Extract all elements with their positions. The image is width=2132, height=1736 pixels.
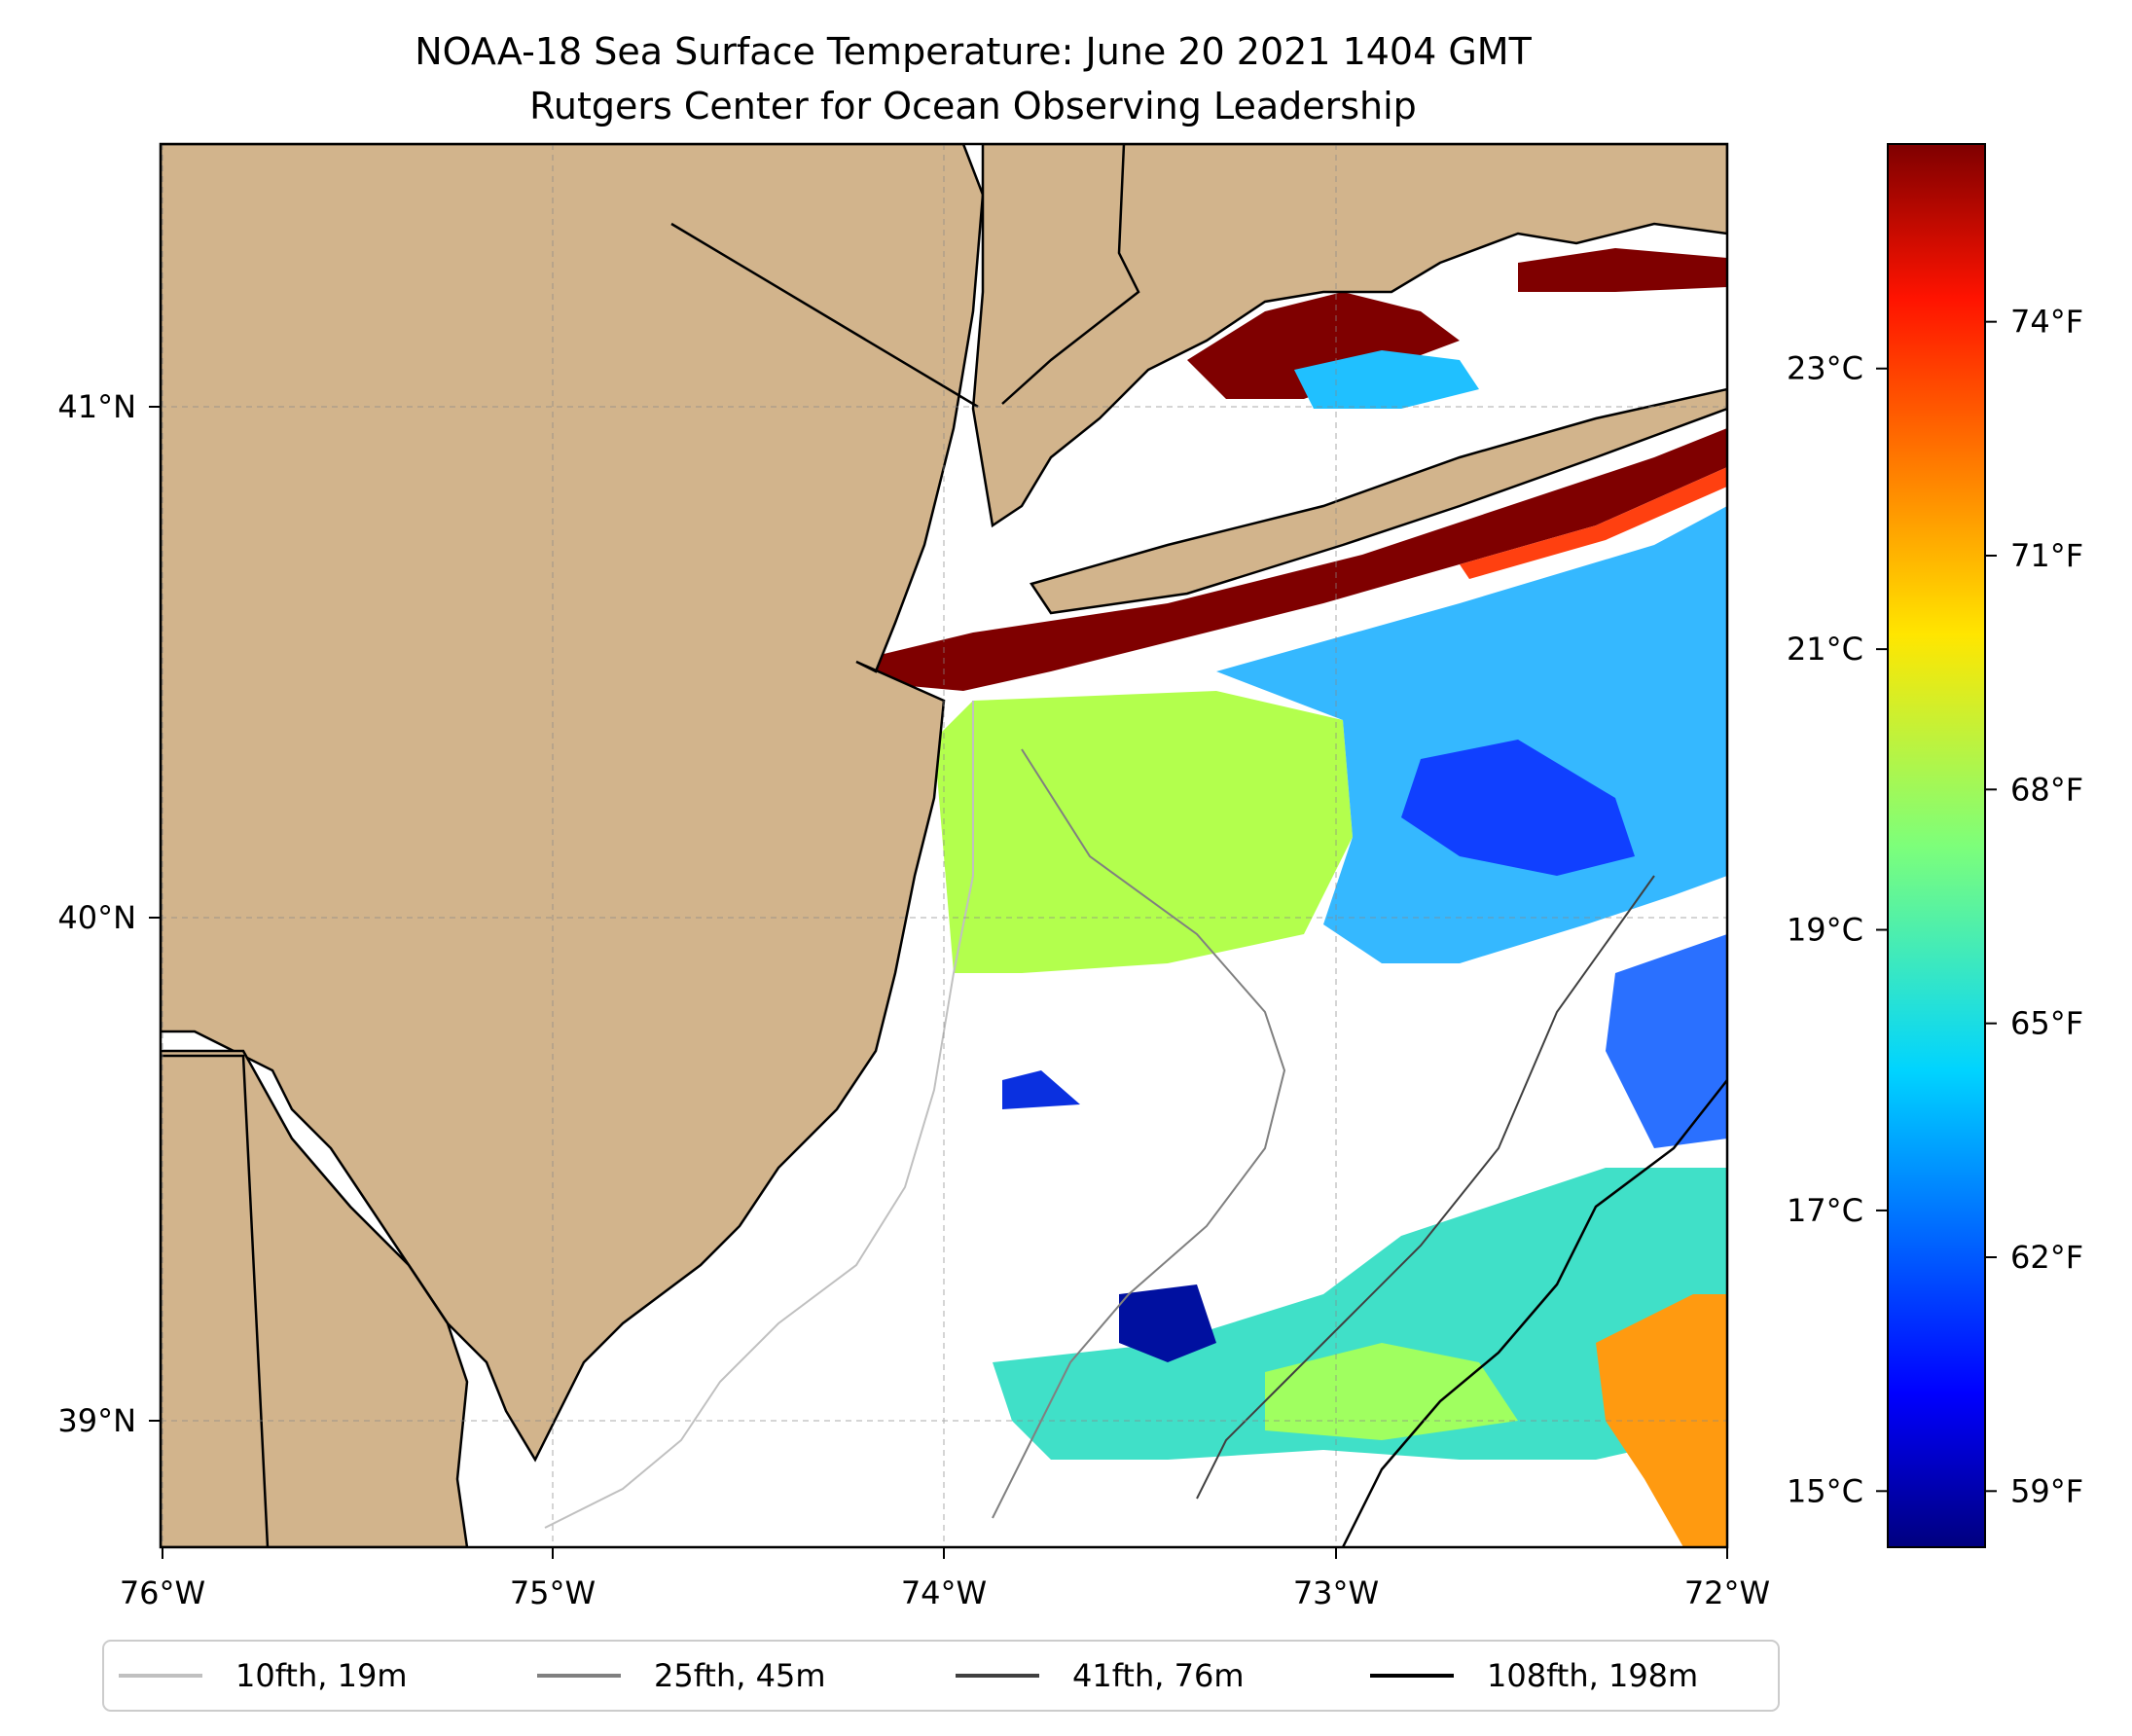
colorbar-fahrenheit-label: 65°F xyxy=(2010,1005,2083,1042)
legend-label-108fth: 108fth, 198m xyxy=(1487,1657,1698,1694)
y-tick-label: 39°N xyxy=(57,1402,136,1439)
land-delaware xyxy=(161,1049,469,1547)
x-tick-label: 74°W xyxy=(901,1574,987,1611)
colorbar-celsius-label: 23°C xyxy=(1787,350,1863,387)
x-tick-label: 76°W xyxy=(120,1574,205,1611)
land-new-york-connecticut xyxy=(971,144,1727,528)
sst-southern-band xyxy=(993,1168,1727,1460)
bathymetry-contours xyxy=(544,701,1727,1547)
colorbar-fahrenheit-label: 62°F xyxy=(2010,1239,2083,1276)
x-tick-label: 73°W xyxy=(1293,1574,1379,1611)
sst-cold-spot-south xyxy=(1119,1284,1216,1362)
gridlines xyxy=(161,144,1727,1547)
colorbar: 23°C 21°C 19°C 17°C 15°C 74°F 71°F 68°F 65°F 62°… xyxy=(1787,143,2083,1548)
contour-108fth xyxy=(1341,1079,1727,1547)
contour-25fth xyxy=(992,748,1286,1519)
y-tick-label: 40°N xyxy=(57,899,136,936)
state-borders xyxy=(161,144,1140,1547)
land xyxy=(161,144,1727,1547)
legend-label-10fth: 10fth, 19m xyxy=(235,1657,407,1694)
colorbar-celsius-axis: 23°C 21°C 19°C 17°C 15°C xyxy=(1787,350,1888,1509)
sst-sound-cool xyxy=(1294,350,1479,409)
legend-label-25fth: 25fth, 45m xyxy=(654,1657,825,1694)
map-panel xyxy=(161,144,1727,1547)
colorbar-fahrenheit-label: 74°F xyxy=(2010,304,2083,341)
colorbar-celsius-label: 19°C xyxy=(1787,912,1863,949)
legend-label-41fth: 41fth, 76m xyxy=(1072,1657,1244,1694)
legend-frame xyxy=(102,1640,1780,1712)
land-new-jersey-pennsylvania xyxy=(161,144,985,1463)
sst-sound-east-warm xyxy=(1518,248,1727,292)
sst-warm-nearshore xyxy=(851,428,1727,691)
y-tick-labels: 41°N 40°N 39°N xyxy=(57,388,136,1439)
x-tick-label: 72°W xyxy=(1684,1574,1770,1611)
sst-east-blue xyxy=(1606,934,1727,1148)
colorbar-fahrenheit-label: 71°F xyxy=(2010,537,2083,574)
sst-cold-spot-mid xyxy=(1002,1070,1080,1109)
colorbar-celsius-label: 21°C xyxy=(1787,631,1863,668)
x-tick-label: 75°W xyxy=(510,1574,596,1611)
sst-offshore-cold-patch xyxy=(1401,740,1635,876)
colorbar-celsius-label: 15°C xyxy=(1787,1472,1863,1509)
chart-title-line2: Rutgers Center for Ocean Observing Leade… xyxy=(529,85,1417,127)
axis-ticks xyxy=(149,406,1728,1559)
sst-inner-shelf-warm xyxy=(934,691,1353,973)
sst-sound-warm xyxy=(1187,292,1460,399)
colorbar-fahrenheit-axis: 74°F 71°F 68°F 65°F 62°F 59°F xyxy=(1985,304,2083,1509)
contour-41fth xyxy=(1196,875,1655,1500)
border-delaware-river xyxy=(161,1054,270,1547)
chart-title-line1: NOAA-18 Sea Surface Temperature: June 20… xyxy=(415,30,1532,73)
sst-swaths xyxy=(851,248,1727,1547)
colorbar-fahrenheit-label: 68°F xyxy=(2010,771,2083,808)
sst-warm-edge xyxy=(1460,467,1727,579)
legend: 10fth, 19m 25fth, 45m 41fth, 76m 108fth,… xyxy=(102,1640,1780,1712)
colorbar-gradient xyxy=(1887,143,1986,1548)
colorbar-celsius-label: 17°C xyxy=(1787,1192,1863,1229)
border-ny-ct xyxy=(1001,144,1140,405)
colorbar-fahrenheit-label: 59°F xyxy=(2010,1472,2083,1509)
x-tick-labels: 76°W 75°W 74°W 73°W 72°W xyxy=(120,1574,1770,1611)
sst-southern-green xyxy=(1265,1343,1518,1440)
y-tick-label: 41°N xyxy=(57,388,136,425)
border-ny-nj xyxy=(670,222,979,409)
contour-10fth xyxy=(544,701,974,1529)
land-long-island xyxy=(1030,387,1727,615)
